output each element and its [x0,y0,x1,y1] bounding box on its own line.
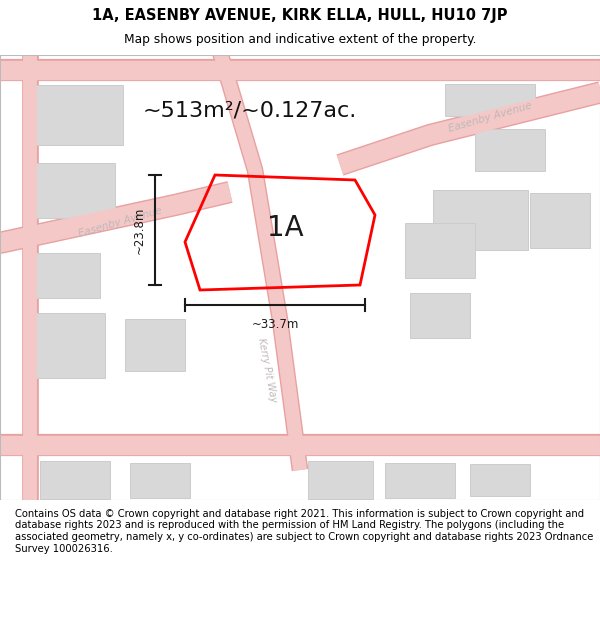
Bar [35,162,115,217]
Bar [25,312,105,378]
Text: Contains OS data © Crown copyright and database right 2021. This information is : Contains OS data © Crown copyright and d… [15,509,593,554]
Bar [308,461,373,499]
Bar [40,461,110,499]
Text: Kerry Pit Way: Kerry Pit Way [256,337,278,403]
Text: ~33.7m: ~33.7m [251,319,299,331]
Bar [410,292,470,338]
Text: Map shows position and indicative extent of the property.: Map shows position and indicative extent… [124,33,476,46]
Bar [470,464,530,496]
Bar [433,190,527,250]
Bar [28,85,122,145]
Bar [125,319,185,371]
Bar [30,253,100,298]
Bar [445,84,535,116]
Bar [530,192,590,248]
Text: 1A, EASENBY AVENUE, KIRK ELLA, HULL, HU10 7JP: 1A, EASENBY AVENUE, KIRK ELLA, HULL, HU1… [92,8,508,23]
Bar [475,129,545,171]
Bar [385,462,455,498]
Text: ~23.8m: ~23.8m [133,206,146,254]
Text: ~513m²/~0.127ac.: ~513m²/~0.127ac. [143,100,357,120]
Bar [405,222,475,278]
Text: Easenby Avenue: Easenby Avenue [77,205,163,239]
Text: Easenby Avenue: Easenby Avenue [447,100,533,134]
Text: 1A: 1A [266,214,304,242]
Bar [130,462,190,498]
